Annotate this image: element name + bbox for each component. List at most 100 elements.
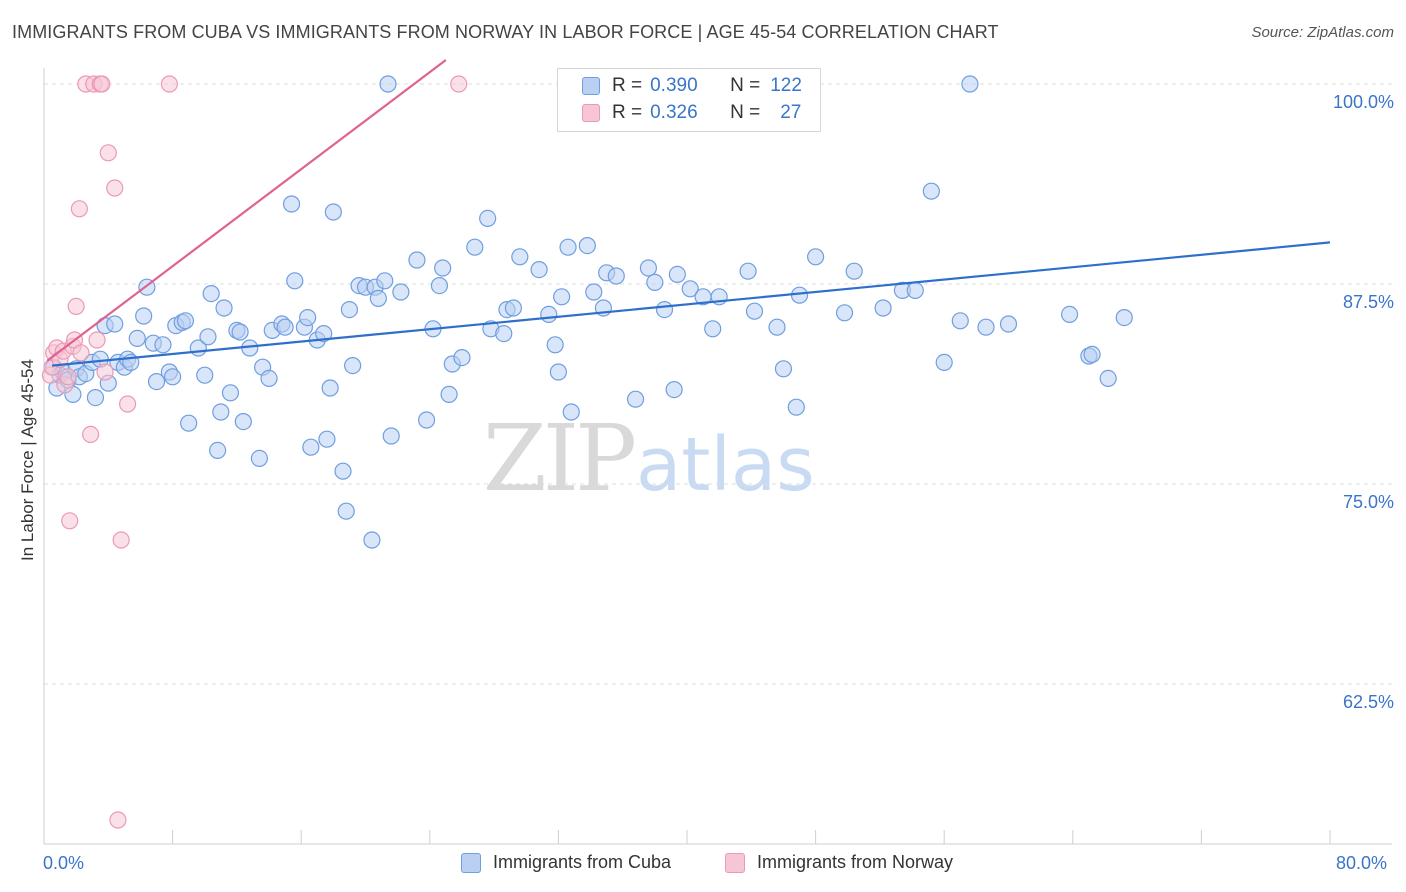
legend: R = 0.390 N = 122 R = 0.326 N = 27 xyxy=(557,68,821,132)
point-cuba xyxy=(382,427,400,445)
point-cuba xyxy=(440,385,458,403)
bottom-legend-swatch-cuba xyxy=(461,852,481,873)
point-cuba xyxy=(392,283,410,301)
point-cuba xyxy=(540,305,558,323)
point-cuba xyxy=(774,360,793,378)
point-cuba xyxy=(1060,305,1079,323)
point-cuba xyxy=(324,203,342,221)
point-cuba xyxy=(922,182,940,200)
axes xyxy=(43,68,1392,845)
point-cuba xyxy=(215,299,233,317)
point-cuba xyxy=(282,195,301,213)
point-cuba xyxy=(379,75,397,93)
point-norway xyxy=(118,395,137,413)
chart-source: Source: ZipAtlas.com xyxy=(1251,24,1394,41)
point-cuba xyxy=(430,277,449,295)
legend-swatch-cuba xyxy=(582,77,600,95)
legend-r-value: 0.390 xyxy=(650,75,698,96)
point-cuba xyxy=(479,209,497,227)
point-cuba xyxy=(961,75,979,93)
point-cuba xyxy=(221,384,240,402)
legend-entry-norway: R = 0.326 N = 27 xyxy=(582,101,801,125)
series-cuba xyxy=(45,75,1133,549)
trend-line-norway xyxy=(46,59,447,362)
point-norway xyxy=(88,331,106,349)
point-cuba xyxy=(655,301,674,319)
point-norway xyxy=(160,75,178,93)
point-cuba xyxy=(504,299,522,317)
point-cuba xyxy=(626,390,645,408)
point-norway xyxy=(61,512,79,530)
legend-r-label: R = xyxy=(612,102,643,123)
point-norway xyxy=(93,75,111,93)
point-norway xyxy=(109,811,127,829)
point-cuba xyxy=(739,262,757,280)
point-cuba xyxy=(334,462,352,480)
point-norway xyxy=(67,297,85,315)
bottom-legend-label-cuba: Immigrants from Cuba xyxy=(493,852,672,872)
point-cuba xyxy=(745,302,764,320)
point-cuba xyxy=(578,237,596,255)
trend-lines xyxy=(46,59,1331,367)
point-cuba xyxy=(790,286,809,304)
point-cuba xyxy=(1099,369,1117,387)
point-cuba xyxy=(553,288,571,306)
point-cuba xyxy=(639,259,658,277)
point-cuba xyxy=(106,315,124,333)
point-norway xyxy=(59,368,77,386)
point-cuba xyxy=(704,320,722,338)
bottom-legend-swatch-norway xyxy=(725,852,745,873)
point-cuba xyxy=(286,272,304,290)
series-norway xyxy=(41,75,468,829)
point-cuba xyxy=(453,349,471,367)
point-norway xyxy=(112,531,130,549)
point-cuba xyxy=(977,318,995,336)
point-cuba xyxy=(511,248,529,266)
point-cuba xyxy=(434,259,452,277)
point-cuba xyxy=(408,251,426,269)
point-cuba xyxy=(1083,345,1101,363)
point-cuba xyxy=(559,238,577,256)
point-cuba xyxy=(202,285,220,303)
watermark: ZIP atlas xyxy=(483,405,815,512)
point-cuba xyxy=(466,238,484,256)
bottom-legend-cuba: Immigrants from Cuba xyxy=(461,852,671,873)
point-cuba xyxy=(176,312,195,330)
point-cuba xyxy=(337,502,355,520)
point-cuba xyxy=(234,413,252,431)
point-norway xyxy=(99,144,117,162)
legend-n-label: N = xyxy=(730,75,761,96)
point-cuba xyxy=(299,309,317,327)
y-tick-label: 75.0% xyxy=(1342,492,1394,512)
point-norway xyxy=(82,425,100,443)
point-cuba xyxy=(906,281,924,299)
point-cuba xyxy=(231,323,249,341)
point-cuba xyxy=(835,304,854,322)
point-cuba xyxy=(86,389,105,407)
legend-swatch-norway xyxy=(582,104,600,122)
y-tick-label: 87.5% xyxy=(1342,292,1394,312)
y-tick-label: 62.5% xyxy=(1342,692,1394,712)
point-norway xyxy=(72,344,90,362)
point-cuba xyxy=(212,403,230,421)
point-cuba xyxy=(668,265,686,283)
point-cuba xyxy=(546,336,564,354)
point-cuba xyxy=(681,280,699,298)
point-cuba xyxy=(164,368,182,386)
legend-n-value: 122 xyxy=(770,75,802,96)
point-cuba xyxy=(196,366,214,384)
y-tick-label: 100.0% xyxy=(1332,92,1394,112)
point-cuba xyxy=(999,315,1018,333)
point-cuba xyxy=(147,373,166,391)
x-tick-label-min: 0.0% xyxy=(43,853,85,873)
legend-r-value: 0.326 xyxy=(650,102,698,123)
point-cuba xyxy=(549,363,568,381)
point-cuba xyxy=(363,531,381,549)
bottom-legend-label-norway: Immigrants from Norway xyxy=(757,852,954,872)
point-cuba xyxy=(315,325,333,343)
svg-text:ZIP: ZIP xyxy=(483,405,634,512)
point-cuba xyxy=(344,357,362,375)
point-cuba xyxy=(209,441,227,459)
legend-r-label: R = xyxy=(612,75,643,96)
point-cuba xyxy=(302,438,320,456)
